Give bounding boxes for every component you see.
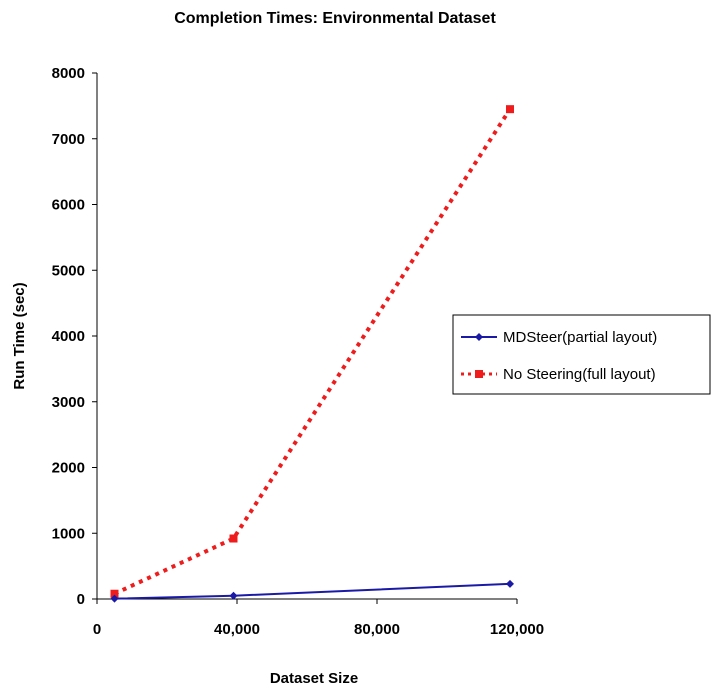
y-tick-label: 2000 — [52, 460, 85, 477]
y-tick-label: 1000 — [52, 525, 85, 542]
data-point-no-steering-full-layout — [229, 534, 238, 543]
legend: MDSteer(partial layout) No Steering(full … — [452, 314, 711, 395]
data-point-mdsteer-partial-layout — [229, 591, 238, 600]
series-line-mdsteer-partial-layout — [114, 582, 511, 600]
chart-title: Completion Times: Environmental Dataset — [174, 10, 496, 27]
legend-label-no-steering-full-layout: No Steering(full layout) — [503, 366, 656, 383]
y-tick-label: 0 — [77, 591, 85, 608]
series-layer — [110, 105, 514, 603]
legend-label-mdsteer-partial-layout: MDSteer(partial layout) — [503, 329, 657, 346]
data-point-no-steering-full-layout — [110, 589, 119, 598]
x-tick-group: 0 40,000 80,000 120,000 — [93, 599, 544, 638]
x-axis-label: Dataset Size — [270, 670, 358, 687]
x-tick-label: 120,000 — [490, 621, 544, 638]
y-tick-label: 5000 — [52, 262, 85, 279]
legend-marker-mdsteer-partial-layout — [475, 333, 483, 341]
data-point-mdsteer-partial-layout — [110, 594, 119, 603]
y-tick-label: 8000 — [52, 65, 85, 82]
y-tick-label: 3000 — [52, 394, 85, 411]
x-tick-label: 40,000 — [214, 621, 260, 638]
series-line-no-steering-full-layout — [113, 108, 512, 596]
legend-marker-no-steering-full-layout — [475, 370, 483, 378]
x-tick-label: 0 — [93, 621, 101, 638]
y-tick-label: 6000 — [52, 197, 85, 214]
y-tick-label: 7000 — [52, 131, 85, 148]
y-axis-label: Run Time (sec) — [11, 282, 28, 389]
legend-box — [452, 314, 711, 395]
legend-items: MDSteer(partial layout) No Steering(full … — [461, 329, 657, 383]
y-tick-group: 0 1000 2000 3000 4000 5000 6000 7000 8000 — [52, 65, 97, 608]
y-tick-label: 4000 — [52, 328, 85, 345]
data-point-no-steering-full-layout — [506, 105, 514, 114]
data-point-mdsteer-partial-layout — [506, 579, 514, 588]
x-tick-label: 80,000 — [354, 621, 400, 638]
